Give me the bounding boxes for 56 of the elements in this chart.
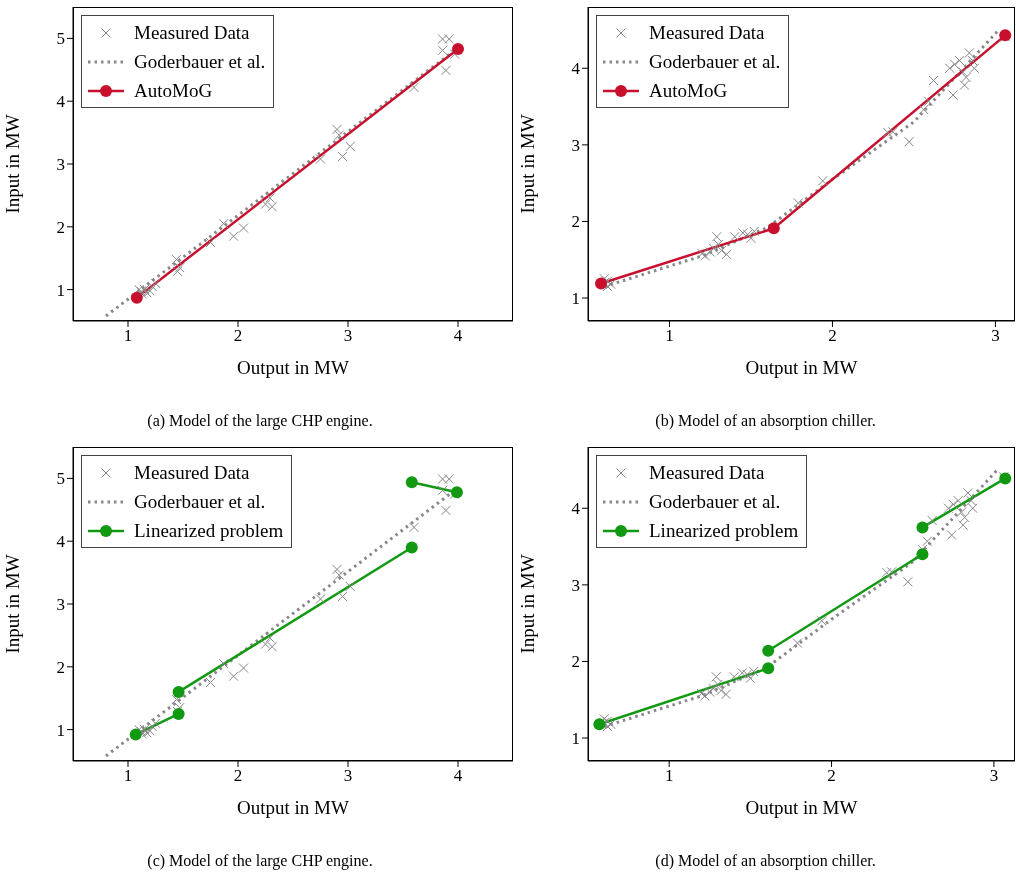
x-axis-title: Output in MW (745, 357, 858, 378)
y-tick-label: 3 (571, 135, 580, 155)
y-tick-label: 1 (56, 720, 65, 740)
legend-label: AutoMoG (649, 79, 728, 103)
x-tick-label: 2 (233, 326, 243, 346)
x-tick-label: 2 (828, 326, 837, 346)
x-axis-title: Output in MW (745, 797, 858, 818)
x-tick-label: 1 (123, 766, 133, 786)
legend-label: Goderbauer et al. (134, 490, 266, 514)
y-tick-label: 4 (56, 532, 66, 552)
y-tick-label: 3 (56, 595, 65, 615)
text: (b) Model of an absorption chiller. (654, 412, 877, 430)
legend-label: AutoMoG (134, 79, 213, 103)
legend-label: Goderbauer et al. (134, 50, 266, 74)
y-tick-label: 2 (571, 212, 580, 232)
x-axis-title: Output in MW (237, 357, 350, 378)
y-axis-title: Input in MW (1, 554, 23, 654)
y-axis-title: Input in MW (516, 554, 538, 654)
legend-label: Measured Data (134, 21, 250, 45)
text: (c) Model of the large CHP engine. (146, 852, 374, 870)
x-tick-label: 3 (989, 766, 999, 786)
x-tick-label: 4 (453, 766, 463, 786)
x-tick-label: 3 (343, 326, 353, 346)
y-tick-label: 2 (56, 657, 65, 677)
y-tick-label: 4 (571, 59, 581, 79)
y-tick-label: 3 (56, 155, 65, 175)
legend-label: Goderbauer et al. (649, 490, 781, 514)
legend-label: Measured Data (134, 461, 250, 485)
y-tick-label: 1 (571, 729, 580, 749)
y-axis-title: Input in MW (1, 114, 23, 214)
y-tick-label: 1 (571, 289, 580, 309)
y-tick-label: 5 (56, 29, 65, 49)
text: (a) Model of the large CHP engine. (146, 412, 374, 430)
text: (d) Model of an absorption chiller. (654, 852, 877, 870)
x-tick-label: 3 (991, 326, 1000, 346)
x-tick-label: 4 (453, 326, 463, 346)
x-axis-title: Output in MW (237, 797, 350, 818)
y-axis-title: Input in MW (516, 114, 538, 214)
x-tick-label: 2 (233, 766, 243, 786)
x-tick-label: 1 (665, 326, 674, 346)
x-tick-label: 1 (664, 766, 674, 786)
x-tick-label: 1 (123, 326, 133, 346)
y-tick-label: 1 (56, 280, 65, 300)
legend-label: Linearized problem (134, 519, 284, 543)
y-tick-label: 4 (571, 499, 581, 519)
x-tick-label: 3 (343, 766, 353, 786)
y-tick-label: 2 (56, 217, 65, 237)
y-tick-label: 5 (56, 469, 65, 489)
legend-label: Measured Data (649, 21, 765, 45)
x-tick-label: 2 (827, 766, 836, 786)
legend-label: Linearized problem (649, 519, 799, 543)
y-tick-label: 2 (571, 652, 580, 672)
legend-label: Measured Data (649, 461, 765, 485)
legend-label: Goderbauer et al. (649, 50, 781, 74)
y-tick-label: 4 (56, 92, 66, 112)
y-tick-label: 3 (571, 575, 580, 595)
